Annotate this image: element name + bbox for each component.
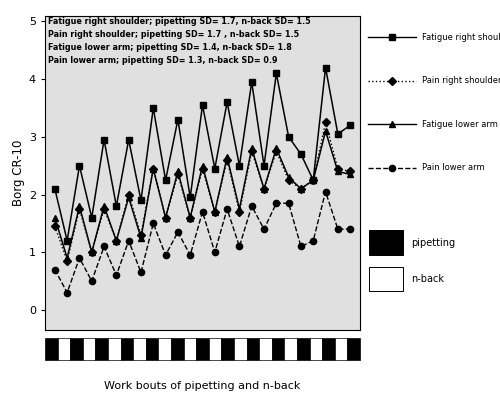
Text: n-back: n-back (411, 274, 444, 284)
Bar (70, 338, 83, 360)
Bar (369, 267, 403, 291)
Bar (108, 338, 120, 360)
Bar (133, 338, 146, 360)
Text: Work bouts of pipetting and n-back: Work bouts of pipetting and n-back (104, 381, 300, 391)
Bar (335, 338, 347, 360)
Bar (45, 338, 58, 360)
Bar (96, 338, 108, 360)
Bar (259, 338, 272, 360)
Bar (120, 338, 133, 360)
Text: Fatigue lower arm: Fatigue lower arm (422, 120, 498, 129)
Bar (234, 338, 246, 360)
Bar (209, 338, 222, 360)
Text: Fatigue right shoulder; pipetting SD= 1.7, n-back SD= 1.5
Pain right shoulder; p: Fatigue right shoulder; pipetting SD= 1.… (48, 17, 311, 65)
Text: pipetting: pipetting (411, 237, 455, 248)
Bar (272, 338, 284, 360)
Bar (158, 338, 171, 360)
Text: Fatigue right shoulder: Fatigue right shoulder (422, 33, 500, 42)
Bar (297, 338, 310, 360)
Bar (222, 338, 234, 360)
Text: Pain lower arm: Pain lower arm (422, 163, 484, 172)
Bar (284, 338, 297, 360)
Bar (184, 338, 196, 360)
Bar (196, 338, 209, 360)
Bar (58, 338, 70, 360)
Y-axis label: Borg CR-10: Borg CR-10 (12, 140, 24, 206)
Bar (369, 230, 403, 255)
Bar (171, 338, 183, 360)
Text: Pain right shoulder: Pain right shoulder (422, 76, 500, 85)
Bar (310, 338, 322, 360)
Bar (146, 338, 158, 360)
Bar (83, 338, 96, 360)
Bar (246, 338, 259, 360)
Bar (348, 338, 360, 360)
Bar (322, 338, 335, 360)
